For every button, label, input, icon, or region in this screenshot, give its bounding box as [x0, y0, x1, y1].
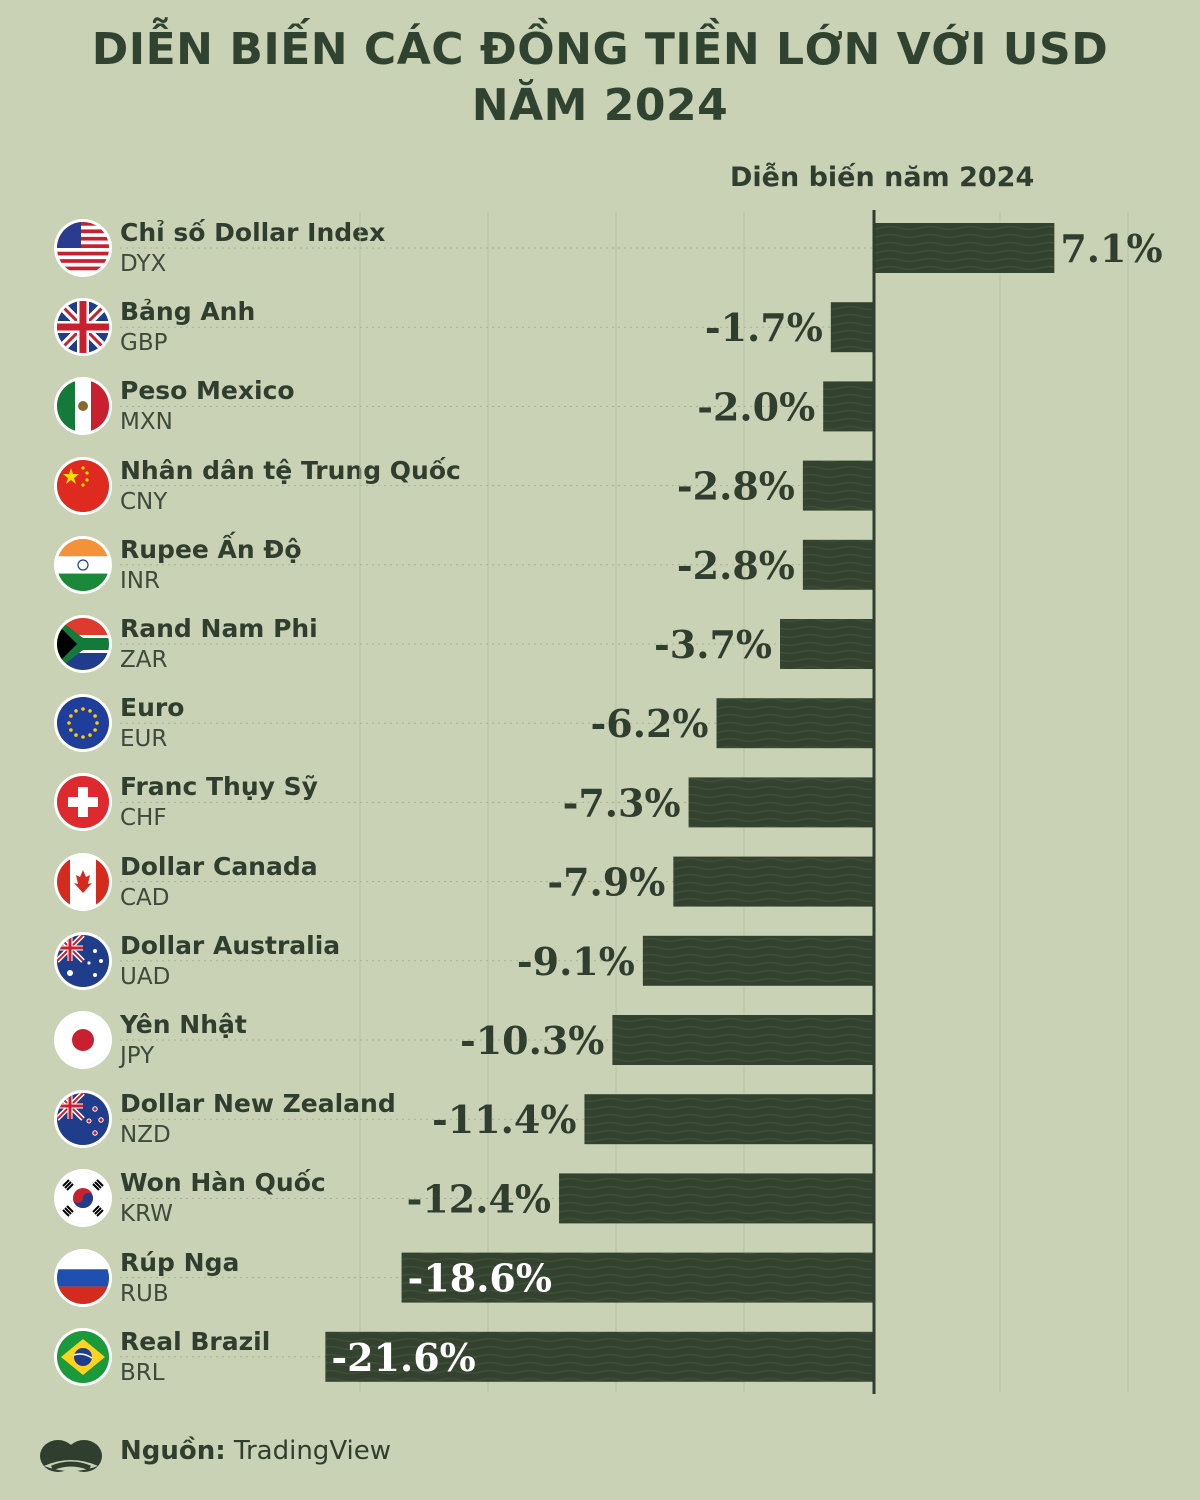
currency-code-mxn: MXN: [120, 409, 173, 436]
chart-title: DIỄN BIẾN CÁC ĐỒNG TIỀN LỚN VỚI USD NĂM …: [0, 22, 1200, 134]
currency-name-uad: Dollar Australia: [120, 930, 341, 960]
switzerland-flag-icon: [57, 776, 109, 829]
source-value: TradingView: [233, 1436, 392, 1466]
currency-name-brl: Real Brazil: [120, 1326, 271, 1356]
china-flag-icon: [57, 459, 109, 512]
bar-cad: [673, 856, 874, 907]
logo-icon: [38, 1432, 104, 1484]
currency-code-rub: RUB: [120, 1280, 169, 1307]
value-labels: 7.1% -1.7% -2.0% -2.8% -2.8% -3.7% -6.2% -7.3% -…: [331, 210, 1163, 1394]
currency-code-brl: BRL: [120, 1359, 165, 1386]
value-label-rub: -18.6%: [408, 1256, 552, 1301]
currency-name-rub: Rúp Nga: [120, 1247, 240, 1277]
bar-nzd: [584, 1094, 874, 1145]
value-label-brl: -21.6%: [331, 1335, 475, 1380]
bar-jpy: [612, 1015, 874, 1065]
us-flag-icon: [57, 222, 109, 274]
value-label-inr: -2.8%: [677, 543, 795, 588]
column-header: Diễn biến năm 2024: [730, 162, 1035, 193]
bars: [325, 223, 1055, 1382]
currency-code-inr: INR: [120, 567, 160, 594]
bar-gbp: [830, 302, 874, 353]
currency-name-cad: Dollar Canada: [120, 851, 318, 881]
uk-flag-icon: [57, 301, 109, 354]
bar-uad: [642, 935, 874, 986]
value-label-uad: -9.1%: [517, 939, 635, 984]
value-label-cad: -7.9%: [547, 860, 665, 905]
bar-cny: [802, 460, 874, 511]
currency-code-uad: UAD: [120, 963, 171, 990]
value-label-cny: -2.8%: [677, 464, 795, 509]
currency-name-jpy: Yên Nhật: [120, 1010, 247, 1039]
currency-name-gbp: Bảng Anh: [120, 297, 256, 327]
bar-chf: [688, 777, 874, 828]
value-label-chf: -7.3%: [563, 780, 681, 825]
currency-code-nzd: NZD: [120, 1122, 171, 1149]
currency-name-chf: Franc Thụy Sỹ: [120, 772, 318, 802]
currency-name-nzd: Dollar New Zealand: [120, 1089, 396, 1119]
source-footer: Nguồn: TradingView: [120, 1436, 391, 1466]
currency-name-zar: Rand Nam Phi: [120, 614, 318, 643]
bar-rub: [401, 1252, 874, 1303]
brazil-flag-icon: [57, 1330, 109, 1383]
value-label-mxn: -2.0%: [697, 384, 815, 429]
korea-flag-icon: [57, 1172, 109, 1225]
currency-code-dyx: DYX: [120, 251, 167, 277]
source-label: Nguồn:: [120, 1436, 226, 1466]
eu-flag-icon: [57, 697, 109, 750]
currency-code-jpy: JPY: [120, 1043, 155, 1069]
chart-title-line2: NĂM 2024: [471, 80, 729, 131]
currency-code-cny: CNY: [120, 488, 168, 515]
value-label-dyx: 7.1%: [1060, 226, 1162, 271]
value-label-nzd: -11.4%: [432, 1097, 576, 1142]
japan-flag-icon: [57, 1014, 109, 1066]
bar-mxn: [823, 381, 874, 432]
canada-flag-icon: [57, 855, 109, 908]
currency-name-inr: Rupee Ấn Độ: [120, 534, 302, 564]
russia-flag-icon: [57, 1251, 109, 1304]
mexico-flag-icon: [57, 380, 109, 433]
bar-brl: [325, 1331, 874, 1382]
currency-name-cny: Nhân dân tệ Trung Quốc: [120, 455, 461, 485]
value-label-gbp: -1.7%: [705, 305, 823, 350]
value-label-jpy: -10.3%: [460, 1018, 604, 1063]
currency-code-eur: EUR: [120, 726, 168, 753]
value-label-krw: -12.4%: [407, 1176, 551, 1221]
india-flag-icon: [57, 538, 109, 591]
value-label-zar: -3.7%: [654, 622, 772, 667]
currency-name-krw: Won Hàn Quốc: [120, 1168, 326, 1198]
south-africa-flag-icon: [57, 618, 109, 670]
currency-code-cad: CAD: [120, 884, 170, 911]
value-label-eur: -6.2%: [591, 701, 709, 746]
bar-eur: [716, 698, 874, 749]
currency-code-krw: KRW: [120, 1201, 173, 1228]
bar-zar: [780, 619, 874, 669]
bar-dyx: [874, 223, 1055, 273]
australia-flag-icon: [57, 934, 109, 987]
currency-code-gbp: GBP: [120, 330, 168, 357]
bar-krw: [559, 1173, 874, 1224]
chart-title-line1: DIỄN BIẾN CÁC ĐỒNG TIỀN LỚN VỚI USD: [91, 24, 1109, 75]
currency-name-dyx: Chỉ số Dollar Index: [120, 218, 386, 247]
currency-code-chf: CHF: [120, 805, 167, 832]
currency-code-zar: ZAR: [120, 647, 168, 673]
currency-name-eur: Euro: [120, 693, 185, 723]
currency-name-mxn: Peso Mexico: [120, 376, 295, 406]
bar-inr: [802, 539, 874, 590]
